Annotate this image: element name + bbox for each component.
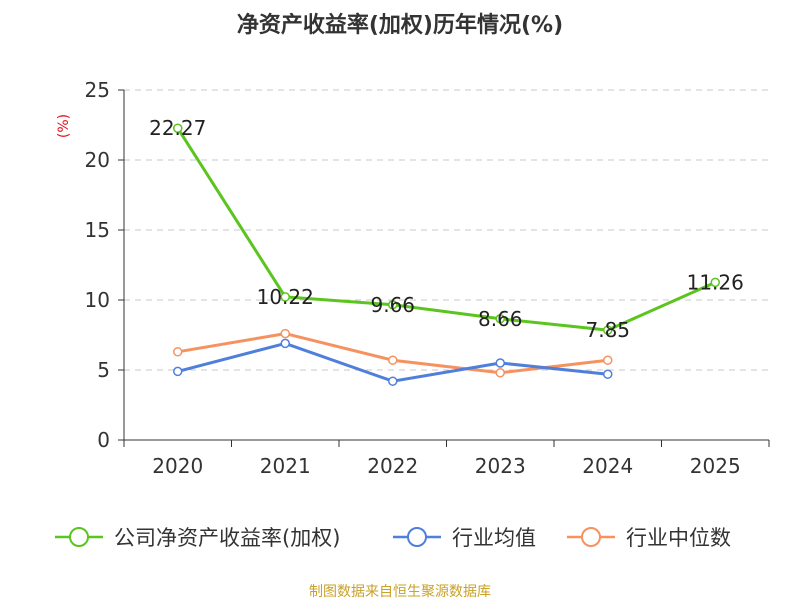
- data-point-1-2023: [495, 358, 505, 368]
- source-note: 制图数据来自恒生聚源数据库: [309, 584, 491, 600]
- legend: 公司净资产收益率(加权) 行业均值 行业中位数: [55, 526, 731, 550]
- data-point-2-2021: [280, 328, 290, 339]
- data-point-0-2021: [280, 292, 290, 302]
- x-tick-label-2025: 2025: [690, 454, 741, 478]
- legend-marker-2: [581, 527, 601, 547]
- data-label-2020: 22.27: [149, 116, 206, 140]
- y-tick-label: 5: [97, 358, 110, 382]
- data-point-0-2022: [388, 300, 398, 310]
- data-point-1-2024: [603, 369, 613, 379]
- series-line-0: [176, 127, 716, 332]
- y-tick-label: 10: [85, 288, 110, 312]
- legend-marker-0: [69, 527, 89, 547]
- data-label-2025: 11.26: [687, 270, 744, 294]
- data-point-0-2025: [710, 277, 720, 288]
- x-tick-label-2021: 2021: [260, 454, 311, 478]
- x-tick-label-2022: 2022: [367, 454, 418, 478]
- x-tick-label-2024: 2024: [582, 454, 633, 478]
- legend-label-2: 行业中位数: [626, 526, 731, 550]
- data-point-2-2024: [603, 355, 613, 365]
- gridlines: [124, 89, 769, 371]
- x-tick-label-2023: 2023: [475, 454, 526, 478]
- data-point-1-2020: [173, 366, 183, 377]
- legend-marker-1: [407, 527, 427, 547]
- y-tick-label: 0: [97, 428, 110, 452]
- y-axis-unit-label: (%): [56, 114, 72, 138]
- legend-label-1: 行业均值: [452, 526, 536, 550]
- data-label-2022: 9.66: [370, 293, 415, 317]
- data-point-2-2023: [495, 368, 505, 378]
- data-point-0-2023: [495, 314, 505, 324]
- data-point-2-2022: [388, 355, 398, 365]
- chart-title: 净资产收益率(加权)历年情况(%): [237, 12, 563, 38]
- y-tick-label: 20: [85, 148, 110, 172]
- data-point-1-2021: [280, 338, 290, 349]
- legend-label-0: 公司净资产收益率(加权): [114, 526, 340, 550]
- x-tick-label-2020: 2020: [152, 454, 203, 478]
- data-point-0-2020: [173, 123, 183, 133]
- y-tick-label: 15: [85, 218, 110, 242]
- data-point-2-2020: [173, 347, 183, 357]
- data-point-0-2024: [603, 325, 613, 335]
- data-point-1-2022: [388, 376, 398, 386]
- data-label-2021: 10.22: [257, 285, 314, 309]
- data-label-2024: 7.85: [585, 318, 630, 342]
- data-labels: 22.27 10.22 9.66 8.66 7.85 11.26: [149, 116, 744, 342]
- series-layer: [173, 123, 720, 386]
- y-tick-label: 25: [85, 78, 110, 102]
- data-label-2023: 8.66: [478, 307, 523, 331]
